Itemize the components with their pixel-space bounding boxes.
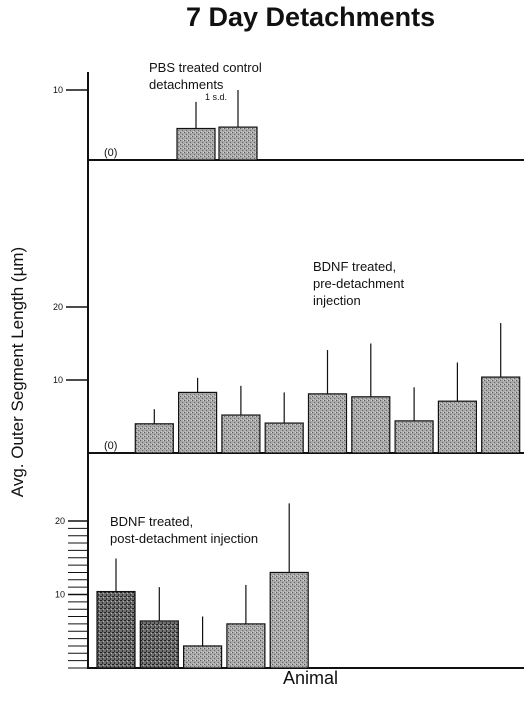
bar bbox=[96, 590, 136, 669]
bars bbox=[96, 90, 521, 669]
bar bbox=[183, 645, 223, 669]
annotations: 10 PBS treated control detachments (0) 1 s.d… bbox=[53, 60, 404, 600]
chart-title: 7 Day Detachments bbox=[186, 2, 436, 32]
x-axis-label: Animal bbox=[283, 668, 339, 688]
bar bbox=[221, 414, 261, 454]
bar bbox=[178, 391, 218, 454]
bar bbox=[139, 620, 179, 669]
panel-annotation: detachments bbox=[149, 77, 224, 92]
y-tick-label: 10 bbox=[53, 85, 63, 95]
y-tick-label: 20 bbox=[55, 516, 65, 526]
bar bbox=[394, 420, 434, 454]
y-tick-label: 10 bbox=[55, 590, 65, 600]
bar bbox=[437, 400, 477, 454]
panel-annotation: post-detachment injection bbox=[110, 531, 258, 546]
panel-annotation: injection bbox=[313, 293, 361, 308]
panel-annotation: BDNF treated, bbox=[313, 259, 396, 274]
bar bbox=[269, 571, 309, 669]
bar bbox=[226, 623, 266, 669]
bar bbox=[264, 422, 304, 454]
bar bbox=[218, 126, 258, 161]
bar bbox=[351, 396, 391, 454]
bar bbox=[481, 376, 521, 454]
panel-annotation: PBS treated control bbox=[149, 60, 262, 75]
bar bbox=[134, 423, 174, 454]
y-tick-label: 10 bbox=[53, 375, 63, 385]
panel-annotation: BDNF treated, bbox=[110, 514, 193, 529]
panel-annotation: pre-detachment bbox=[313, 276, 404, 291]
zero-label: (0) bbox=[104, 440, 117, 452]
bar bbox=[307, 393, 348, 454]
y-tick-label: 20 bbox=[53, 302, 63, 312]
error-bar-note: 1 s.d. bbox=[205, 92, 227, 102]
zero-label: (0) bbox=[104, 147, 117, 159]
bar bbox=[176, 127, 216, 161]
